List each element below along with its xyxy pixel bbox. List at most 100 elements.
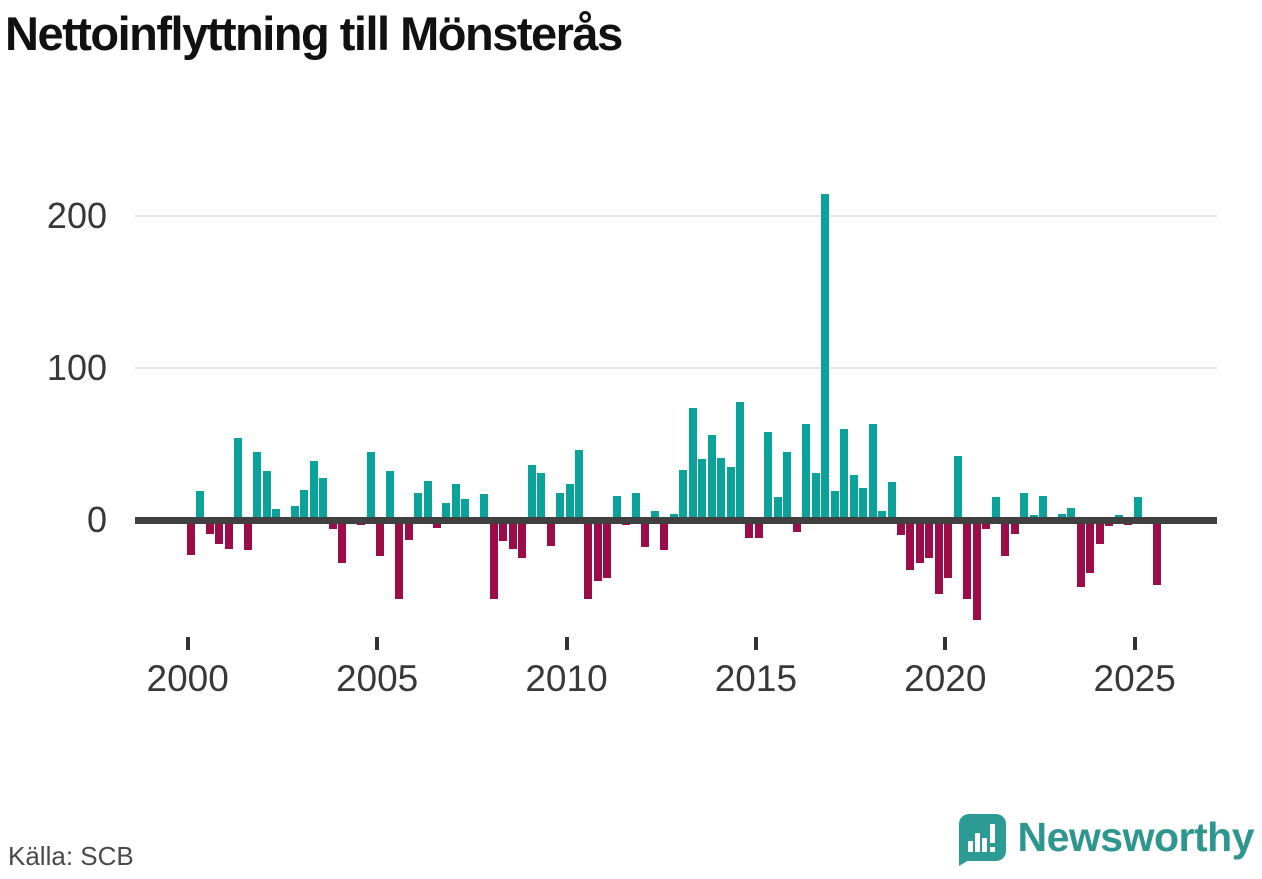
bar-2016Q3 bbox=[811, 472, 820, 520]
x-tick-2025 bbox=[1132, 637, 1137, 650]
newsworthy-brand: Newsworthy bbox=[958, 814, 1255, 866]
bar-2002Q2 bbox=[271, 509, 280, 520]
bar-2013Q3 bbox=[698, 459, 707, 520]
bar-2008Q4 bbox=[518, 520, 527, 558]
bar-2020Q4 bbox=[972, 520, 981, 621]
exclamation-dot bbox=[989, 847, 995, 852]
bar-glyph bbox=[981, 838, 987, 852]
x-tick-2020 bbox=[943, 637, 948, 650]
bar-2021Q4 bbox=[1010, 520, 1019, 534]
bar-2001Q1 bbox=[224, 520, 233, 549]
gridline-200 bbox=[135, 215, 1217, 218]
bar-2018Q4 bbox=[897, 520, 905, 536]
source-note: Källa: SCB bbox=[8, 841, 134, 871]
bar-2020Q1 bbox=[944, 520, 953, 578]
bar-2002Q1 bbox=[262, 471, 271, 520]
x-axis-label-2010: 2010 bbox=[525, 658, 608, 699]
bar-2016Q1 bbox=[792, 520, 801, 533]
bar-2000Q1 bbox=[186, 520, 195, 555]
bar-2016Q4 bbox=[821, 193, 830, 520]
bar-2007Q4 bbox=[480, 494, 489, 520]
bar-2011Q2 bbox=[612, 495, 621, 520]
bar-2009Q3 bbox=[546, 520, 555, 546]
bar-2001Q4 bbox=[253, 451, 261, 520]
bar-2002Q4 bbox=[290, 506, 299, 520]
x-tick-2015 bbox=[753, 637, 758, 650]
bar-2010Q3 bbox=[584, 520, 593, 599]
bar-2018Q3 bbox=[887, 482, 896, 521]
chart-title: Nettoinflyttning till Mönsterås bbox=[5, 7, 623, 60]
bar-2022Q1 bbox=[1020, 492, 1029, 520]
bar-2025Q1 bbox=[1133, 497, 1142, 520]
bar-2023Q4 bbox=[1086, 520, 1095, 574]
newsworthy-wordmark: Newsworthy bbox=[1017, 814, 1255, 860]
x-axis-label-2000: 2000 bbox=[146, 658, 229, 699]
bar-2014Q4 bbox=[745, 520, 754, 539]
bar-2024Q1 bbox=[1095, 520, 1104, 545]
bar-2005Q2 bbox=[385, 471, 394, 520]
bar-2010Q4 bbox=[593, 520, 602, 581]
bar-2008Q1 bbox=[489, 520, 498, 599]
bar-2014Q2 bbox=[726, 466, 735, 520]
bar-2022Q3 bbox=[1039, 495, 1047, 520]
bar-2020Q2 bbox=[953, 456, 962, 520]
bar-2006Q3 bbox=[432, 520, 441, 528]
x-axis-label-2015: 2015 bbox=[714, 658, 798, 699]
bar-2009Q4 bbox=[556, 492, 564, 520]
bar-2003Q4 bbox=[328, 520, 337, 530]
y-axis-label-0: 0 bbox=[86, 499, 107, 540]
bar-2019Q3 bbox=[925, 520, 934, 558]
bar-glyph bbox=[967, 841, 973, 852]
y-axis-label-200: 200 bbox=[46, 195, 107, 237]
bar-2019Q2 bbox=[915, 520, 924, 563]
bar-2011Q4 bbox=[631, 492, 640, 520]
bar-2004Q1 bbox=[338, 520, 347, 563]
bar-2017Q3 bbox=[849, 474, 858, 520]
bar-2009Q1 bbox=[527, 465, 536, 520]
bar-2010Q1 bbox=[565, 483, 574, 520]
bar-2019Q1 bbox=[906, 520, 915, 571]
x-tick-2005 bbox=[375, 637, 380, 650]
bar-2012Q1 bbox=[641, 520, 650, 548]
bar-2018Q1 bbox=[868, 424, 877, 520]
bar-2013Q2 bbox=[688, 407, 697, 520]
bar-2015Q4 bbox=[783, 451, 792, 520]
bar-2025Q3 bbox=[1152, 520, 1161, 586]
bar-2014Q1 bbox=[717, 457, 725, 520]
bar-2005Q1 bbox=[376, 520, 385, 557]
bar-2014Q3 bbox=[736, 401, 744, 520]
bar-2015Q3 bbox=[773, 497, 782, 520]
bar-2006Q1 bbox=[414, 492, 422, 520]
bar-2000Q3 bbox=[205, 520, 214, 534]
bar-2021Q3 bbox=[1001, 520, 1010, 557]
bar-2012Q3 bbox=[660, 520, 669, 551]
bar-2020Q3 bbox=[963, 520, 972, 599]
bar-2019Q4 bbox=[934, 520, 943, 595]
bar-2017Q1 bbox=[830, 491, 839, 520]
bar-2006Q4 bbox=[442, 503, 451, 520]
bar-2000Q4 bbox=[215, 520, 224, 545]
bar-2013Q1 bbox=[679, 469, 688, 520]
bar-2017Q4 bbox=[859, 488, 868, 520]
bar-2003Q3 bbox=[319, 477, 328, 520]
newsworthy-logo-icon bbox=[958, 814, 1006, 866]
bar-2009Q2 bbox=[537, 472, 546, 520]
exclamation-glyph bbox=[989, 824, 995, 843]
bar-2023Q2 bbox=[1067, 507, 1076, 520]
bar-2003Q1 bbox=[300, 489, 309, 520]
x-tick-2000 bbox=[185, 637, 190, 650]
bar-2011Q1 bbox=[603, 520, 612, 578]
bar-2021Q2 bbox=[991, 497, 1000, 520]
bar-2017Q2 bbox=[840, 428, 849, 520]
bar-2008Q2 bbox=[499, 520, 508, 542]
x-axis-label-2020: 2020 bbox=[904, 658, 987, 699]
x-axis-line bbox=[135, 516, 1217, 524]
bar-2005Q3 bbox=[395, 520, 403, 599]
bar-2015Q1 bbox=[754, 520, 763, 539]
x-axis-label-2025: 2025 bbox=[1093, 658, 1176, 699]
bar-2021Q1 bbox=[982, 520, 991, 530]
bar-2001Q2 bbox=[234, 438, 242, 520]
x-axis-label-2005: 2005 bbox=[335, 658, 419, 699]
bar-2010Q2 bbox=[575, 450, 583, 520]
